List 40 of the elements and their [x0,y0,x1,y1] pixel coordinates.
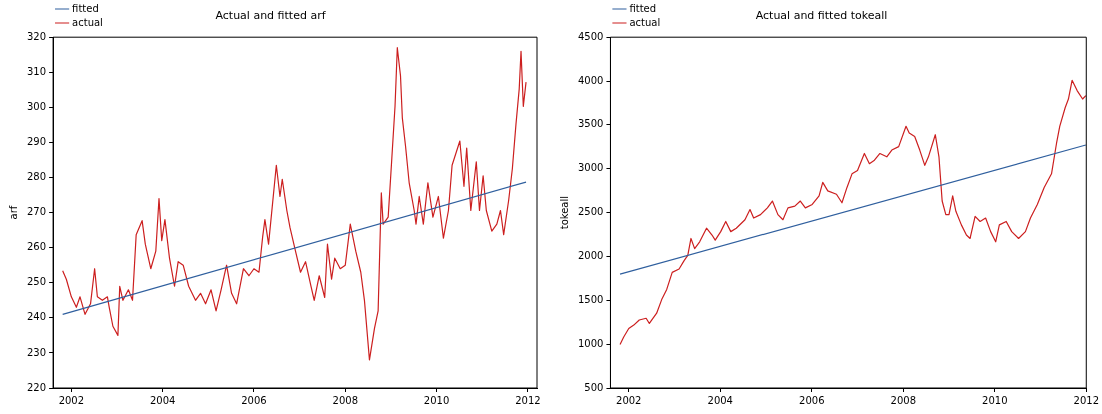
y-tick-label: 3500 [578,118,604,130]
x-tick-label: 2010 [423,394,450,406]
y-tick-label: 220 [26,381,47,393]
x-tick-label: 2012 [1073,394,1099,406]
y-axis-title: arf [7,205,19,220]
y-tick-label: 240 [26,311,47,323]
chart-title: Actual and fitted arf [215,9,327,23]
y-tick-label: 270 [26,206,47,218]
y-tick-label: 1500 [578,293,604,305]
x-tick-label: 2004 [149,394,176,406]
x-tick-label: 2002 [58,394,85,406]
y-tick-label: 260 [26,241,47,253]
y-tick-label: 320 [26,30,47,42]
chart-title: Actual and fitted tokeall [755,9,888,23]
y-tick-label: 300 [26,100,47,112]
legend-label: actual [629,16,661,28]
y-tick-label: 280 [26,171,47,183]
x-tick-label: 2012 [515,394,541,406]
x-tick-label: 2006 [799,394,825,406]
y-tick-label: 290 [26,136,47,148]
y-tick-label: 310 [26,65,47,77]
x-tick-label: 2006 [241,394,267,406]
legend-label: fitted [629,2,657,14]
x-tick-label: 2010 [982,394,1008,406]
x-tick-label: 2004 [707,394,733,406]
y-tick-label: 2500 [578,206,604,218]
y-tick-label: 230 [26,346,47,358]
y-tick-label: 4000 [578,74,604,86]
x-tick-label: 2008 [332,394,358,406]
y-tick-label: 250 [26,276,47,288]
x-tick-label: 2002 [616,394,642,406]
y-tick-label: 4500 [578,30,604,42]
y-tick-label: 500 [584,381,604,393]
legend-label: fitted [72,2,99,14]
y-tick-label: 1000 [578,337,604,349]
y-tick-label: 2000 [578,250,604,262]
y-tick-label: 3000 [578,162,604,174]
y-axis-title: tokeall [558,195,570,230]
legend-label: actual [72,16,103,28]
x-tick-label: 2008 [890,394,916,406]
